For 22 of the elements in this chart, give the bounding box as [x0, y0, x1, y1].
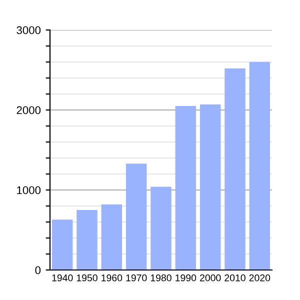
- bar: [175, 106, 196, 270]
- x-tick-label: 1980: [150, 274, 172, 282]
- x-tick-label: 1960: [102, 274, 122, 282]
- bar: [224, 68, 246, 270]
- y-tick-label: 1000: [17, 186, 41, 194]
- bar: [101, 204, 122, 270]
- bar: [126, 164, 147, 270]
- y-tick-label: 0: [35, 266, 41, 274]
- x-tick-label: 1970: [126, 274, 147, 282]
- x-tick-label: 2000: [200, 274, 221, 282]
- x-tick-label: 2010: [224, 274, 246, 282]
- bar: [76, 210, 98, 270]
- y-tick-label: 2000: [16, 106, 41, 114]
- bar: [52, 220, 73, 270]
- bar: [150, 186, 172, 270]
- x-tick-label: 1990: [176, 274, 196, 282]
- bar: [249, 62, 270, 270]
- y-tick-label: 3000: [16, 26, 41, 34]
- x-tick-label: 2020: [249, 274, 270, 282]
- x-tick-label: 1950: [76, 274, 98, 282]
- bar: [200, 104, 221, 270]
- x-tick-label: 1940: [52, 274, 73, 282]
